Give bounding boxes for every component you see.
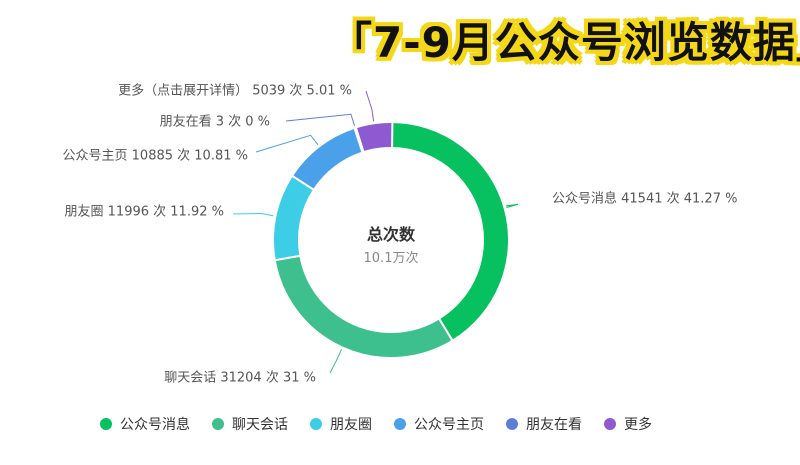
center-value: 10.1万次 [364,250,419,266]
legend-label: 更多 [624,417,652,433]
legend-item-2[interactable]: 聊天会话 [212,414,288,434]
center-label: 总次数 [367,225,416,244]
legend-dot-icon [394,418,406,430]
slice-label-4: 公众号主页 10885 次 10.81 % [63,148,248,164]
legend-label: 公众号主页 [414,417,484,433]
leader-line-6 [365,90,375,122]
slice-label-2: 聊天会话 31204 次 31 % [164,370,316,386]
slice-label-3: 朋友圈 11996 次 11.92 % [65,204,224,220]
legend-label: 朋友圈 [330,417,372,433]
chart-legend: 公众号消息 聊天会话 朋友圈 公众号主页 朋友在看 更多 [100,412,740,436]
slice-4[interactable] [290,126,364,192]
legend-item-5[interactable]: 朋友在看 [506,414,582,434]
slice-2[interactable] [273,254,454,359]
legend-dot-icon [604,418,616,430]
leader-line-2 [329,349,342,374]
legend-dot-icon [212,418,224,430]
slice-label-1: 公众号消息 41541 次 41.27 % [552,191,737,207]
legend-label: 朋友在看 [526,417,582,433]
leader-line-5 [285,113,356,126]
leader-line-4 [255,134,319,153]
legend-dot-icon [310,418,322,430]
legend-item-4[interactable]: 公众号主页 [394,414,484,434]
leader-line-3 [232,212,274,217]
legend-item-1[interactable]: 公众号消息 [100,414,190,434]
legend-item-3[interactable]: 朋友圈 [310,414,372,434]
leader-line-1 [505,203,519,208]
legend-item-6[interactable]: 更多 [604,414,652,434]
slice-3[interactable] [272,174,316,262]
banner-title: 「7-9月公众号浏览数据」 [330,17,800,67]
slice-label-6: 更多（点击展开详情） 5039 次 5.01 % [118,83,352,99]
legend-dot-icon [100,418,112,430]
slice-6[interactable] [354,121,394,154]
legend-label: 聊天会话 [232,417,288,433]
legend-dot-icon [506,418,518,430]
legend-label: 公众号消息 [120,417,190,433]
slice-label-5: 朋友在看 3 次 0 % [160,114,270,130]
